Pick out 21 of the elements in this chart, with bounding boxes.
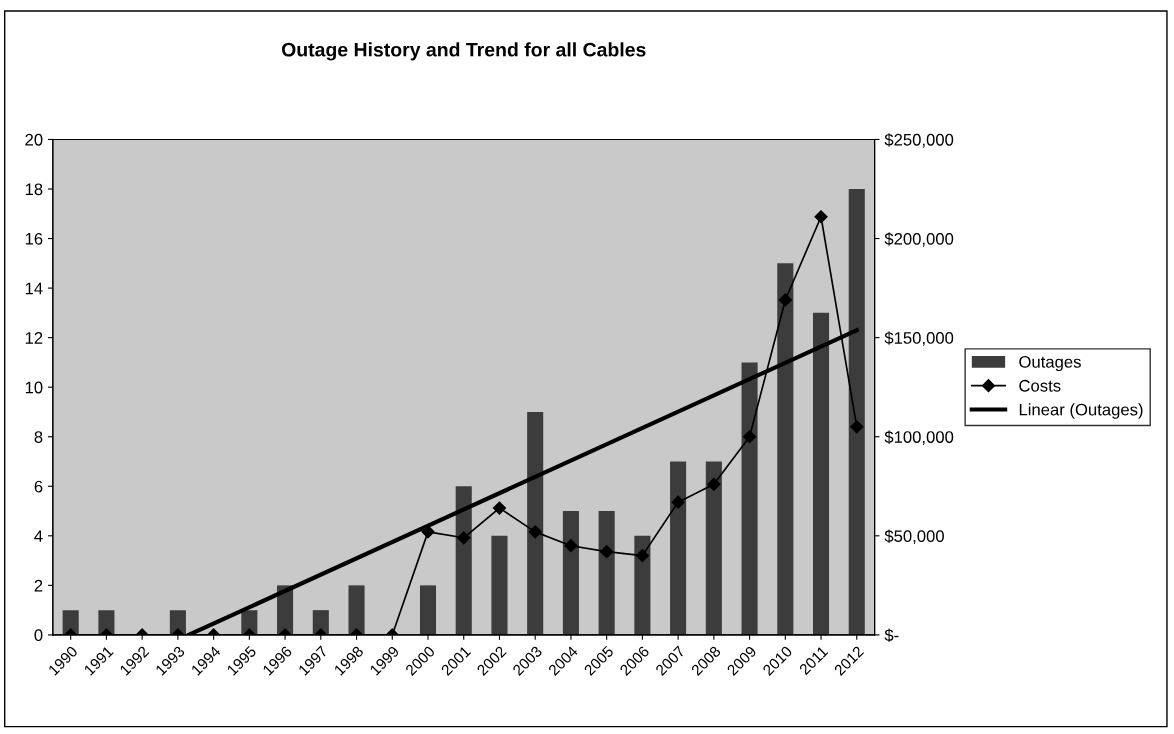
y-tick-label: 18 (25, 183, 43, 196)
y-tick-label: 20 (25, 133, 43, 146)
y-tick-label: 8 (34, 431, 43, 443)
y-tick-label: 4 (34, 530, 43, 542)
y-tick-label: 12 (25, 332, 43, 344)
y2-tick-label: $100,000 (884, 430, 954, 445)
y2-tick-label: $200,000 (884, 232, 954, 247)
legend-label: Costs (1019, 379, 1061, 392)
y-tick-label: 10 (25, 381, 43, 394)
y2-tick-label: $150,000 (884, 331, 954, 346)
y-tick-label: 0 (34, 629, 43, 642)
legend-label: Linear (Outages) (1019, 403, 1143, 419)
y-tick-label: 16 (25, 232, 43, 245)
y-tick-label: 14 (25, 282, 43, 295)
y-tick-label: 6 (34, 480, 43, 493)
y2-tick-label: $250,000 (884, 133, 954, 148)
chart-title: Outage History and Trend for all Cables (281, 42, 646, 61)
y2-tick-label: $- (884, 628, 899, 643)
y-tick-label: 2 (34, 579, 43, 592)
legend-label: Outages (1019, 355, 1081, 372)
y2-tick-label: $50,000 (884, 529, 944, 544)
